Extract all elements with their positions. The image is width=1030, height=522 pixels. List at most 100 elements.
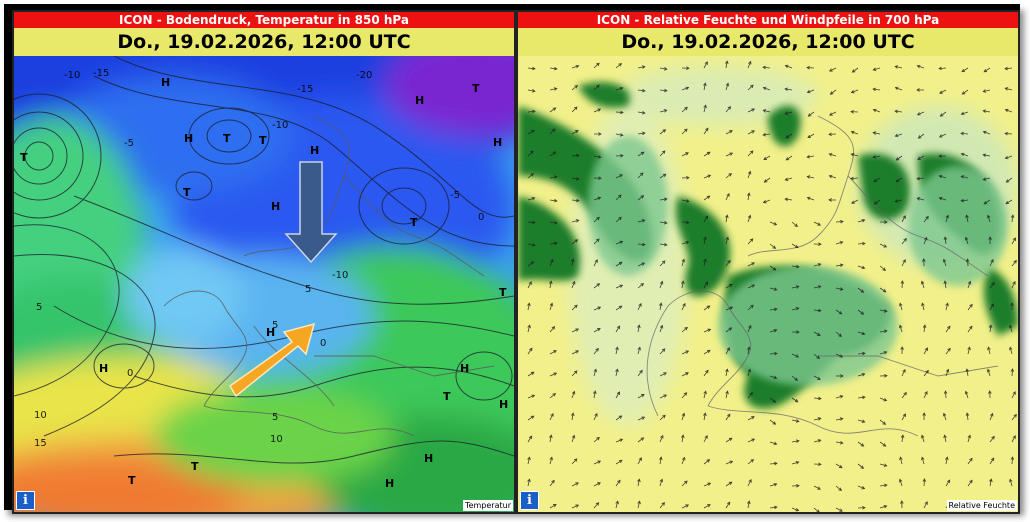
wind-arrow-icon [769, 419, 777, 425]
wind-arrow-icon [549, 434, 553, 443]
low-pressure-label: T [259, 134, 267, 147]
low-pressure-label: T [191, 460, 199, 473]
wind-arrow-icon [923, 369, 929, 377]
wind-arrow-icon [659, 173, 667, 179]
wind-arrow-icon [725, 214, 729, 223]
wind-arrow-icon [835, 374, 844, 378]
wind-arrow-icon [725, 327, 733, 333]
wind-arrow-icon [762, 109, 771, 113]
wind-arrow-icon [637, 369, 643, 377]
wind-arrow-icon [527, 89, 536, 93]
wind-arrow-icon [659, 501, 666, 509]
low-pressure-label: T [443, 390, 451, 403]
wind-arrow-icon [1010, 456, 1015, 465]
wind-arrow-icon [895, 177, 903, 183]
wind-arrow-icon [879, 419, 887, 425]
wind-arrow-icon [615, 110, 624, 115]
high-pressure-label: H [266, 326, 275, 339]
wind-arrow-icon [828, 132, 837, 137]
wind-arrow-icon [813, 242, 822, 246]
wind-arrow-icon [659, 434, 664, 443]
wind-arrow-icon [659, 109, 668, 113]
wind-arrow-icon [549, 392, 557, 399]
info-icon[interactable]: i [16, 491, 35, 510]
wind-arrow-icon [637, 172, 644, 179]
wind-arrow-icon [791, 353, 800, 358]
cold-air-down-arrow-icon [284, 161, 338, 264]
wind-arrow-icon [571, 482, 579, 487]
wind-arrow-icon [681, 480, 688, 487]
wind-arrow-icon [923, 215, 929, 223]
wind-arrow-icon [967, 479, 973, 487]
wind-arrow-icon [901, 259, 906, 267]
wind-arrow-icon [813, 439, 822, 443]
wind-arrow-icon [527, 150, 534, 157]
wind-arrow-icon [571, 370, 578, 377]
wind-arrow-icon [549, 198, 558, 203]
wind-arrow-icon [571, 258, 575, 267]
wind-arrow-icon [549, 456, 553, 465]
right-panel-title: ICON - Relative Feuchte und Windpfeile i… [518, 12, 1018, 28]
wind-arrow-icon [988, 324, 993, 333]
wind-arrow-icon [828, 174, 837, 179]
wind-arrow-icon [747, 368, 752, 377]
left-panel-date: Do., 19.02.2026, 12:00 UTC [14, 28, 514, 56]
wind-arrow-icon [725, 82, 730, 91]
wind-arrow-icon [769, 397, 777, 403]
wind-arrow-icon [593, 196, 602, 201]
wind-arrow-icon [986, 214, 991, 223]
wind-arrow-icon [835, 395, 844, 399]
wind-arrow-icon [637, 242, 646, 247]
wind-arrow-icon [527, 196, 536, 201]
wind-arrow-icon [769, 243, 777, 249]
temperature-pressure-map: H H H H H H H H H H H H T T T T T T T T … [14, 56, 514, 512]
wind-arrow-icon [945, 325, 951, 333]
wind-arrow-icon [762, 199, 771, 204]
wind-arrow-icon [747, 304, 754, 311]
wind-arrow-icon [747, 108, 756, 113]
isotherm-label: 15 [34, 438, 47, 449]
wind-arrow-icon [879, 397, 888, 402]
low-pressure-label: T [410, 216, 418, 229]
wind-arrow-icon [762, 132, 771, 137]
wind-arrow-icon [527, 281, 532, 289]
wind-arrow-icon [828, 67, 837, 72]
wind-arrow-icon [703, 215, 709, 223]
wind-arrow-icon [681, 66, 690, 70]
wind-arrow-icon [857, 463, 865, 469]
wind-arrow-icon [857, 351, 866, 356]
wind-arrow-icon [725, 390, 729, 399]
wind-arrow-icon [872, 155, 881, 159]
wind-arrow-icon [894, 199, 903, 203]
wind-arrow-icon [916, 176, 925, 181]
wind-arrow-icon [703, 174, 712, 179]
wind-arrow-icon [615, 216, 622, 223]
wind-arrow-icon [703, 459, 711, 465]
wind-arrow-icon [549, 504, 557, 509]
info-icon[interactable]: i [520, 491, 539, 510]
wind-arrow-icon [747, 170, 752, 179]
wind-arrow-icon [1004, 66, 1013, 71]
isotherm-label: 5 [305, 284, 311, 295]
wind-arrow-icon [659, 129, 667, 135]
wind-arrow-icon [637, 195, 645, 201]
wind-arrow-icon [571, 64, 580, 69]
wind-arrow-icon [659, 150, 666, 157]
wind-arrow-icon [549, 241, 558, 246]
wind-arrow-icon [784, 177, 793, 181]
wind-arrow-icon [857, 241, 866, 246]
wind-arrow-icon [938, 196, 947, 201]
right-corner-label: Relative Feuchte [946, 500, 1017, 511]
wind-arrow-icon [835, 353, 844, 358]
wind-arrow-icon [703, 61, 708, 69]
wind-arrow-icon [1004, 155, 1013, 160]
low-pressure-label: T [472, 82, 480, 95]
wind-arrow-icon [747, 416, 755, 421]
wind-arrow-icon [813, 462, 822, 467]
wind-arrow-icon [703, 195, 711, 201]
wind-arrow-icon [964, 236, 969, 245]
wind-arrow-icon [703, 258, 707, 267]
wind-arrow-icon [593, 216, 600, 223]
wind-arrow-icon [615, 346, 619, 355]
wind-arrow-icon [813, 308, 822, 313]
